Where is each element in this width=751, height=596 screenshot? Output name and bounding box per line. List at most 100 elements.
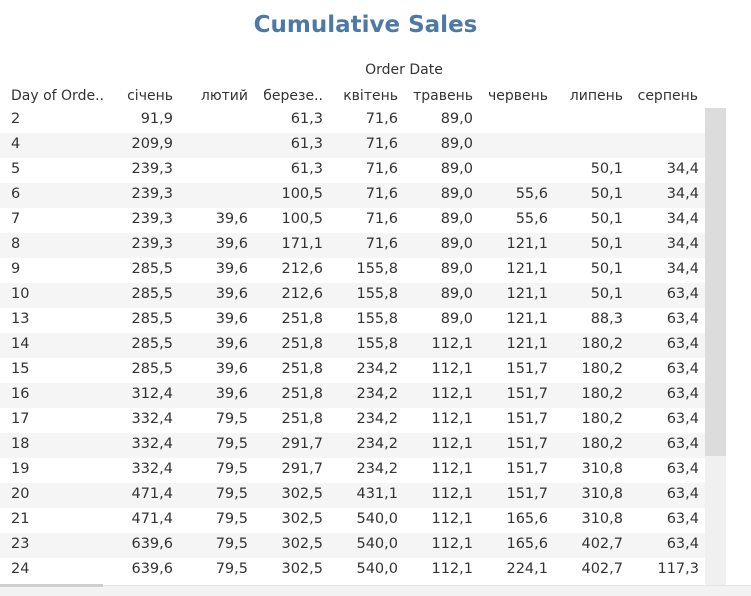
value-cell: 34,4 <box>666 261 699 277</box>
day-cell: 14 <box>11 336 30 352</box>
value-cell: 251,8 <box>281 311 323 327</box>
value-cell: 71,6 <box>365 236 398 252</box>
value-cell: 55,6 <box>515 211 548 227</box>
value-cell: 151,7 <box>506 486 548 502</box>
table-row: 21 471,4 79,5 302,5 540,0 112,1 165,6 310,8 63,4 <box>0 508 705 533</box>
column-header[interactable]: липень <box>569 88 623 104</box>
horizontal-scroll-indicator[interactable] <box>0 584 103 587</box>
table-row: 24 639,6 79,5 302,5 540,0 112,1 224,1 402,7 117,… <box>0 558 705 583</box>
table-row: 15 285,5 39,6 251,8 234,2 112,1 151,7 180,2 63,4 <box>0 358 705 383</box>
value-cell: 39,6 <box>215 336 248 352</box>
bottom-bar <box>0 585 751 596</box>
value-cell: 151,7 <box>506 461 548 477</box>
value-cell: 34,4 <box>666 236 699 252</box>
column-header[interactable]: березе.. <box>263 88 323 104</box>
value-cell: 71,6 <box>365 111 398 127</box>
value-cell: 471,4 <box>131 486 173 502</box>
value-cell: 180,2 <box>581 336 623 352</box>
value-cell: 239,3 <box>131 161 173 177</box>
value-cell: 117,3 <box>657 561 699 577</box>
day-cell: 10 <box>11 286 30 302</box>
value-cell: 332,4 <box>131 461 173 477</box>
value-cell: 234,2 <box>356 436 398 452</box>
value-cell: 180,2 <box>581 361 623 377</box>
value-cell: 89,0 <box>440 311 473 327</box>
value-cell: 112,1 <box>431 386 473 402</box>
value-cell: 121,1 <box>506 236 548 252</box>
value-cell: 91,9 <box>140 111 173 127</box>
scrollbar-thumb[interactable] <box>705 108 726 456</box>
column-header[interactable]: серпень <box>637 88 698 104</box>
value-cell: 112,1 <box>431 436 473 452</box>
value-cell: 639,6 <box>131 536 173 552</box>
table-row: 19 332,4 79,5 291,7 234,2 112,1 151,7 310,8 63,4 <box>0 458 705 483</box>
value-cell: 112,1 <box>431 486 473 502</box>
day-cell: 15 <box>11 361 30 377</box>
value-cell: 112,1 <box>431 461 473 477</box>
table-row: 6 239,3 100,5 71,6 89,0 55,6 50,1 34,4 <box>0 183 705 208</box>
value-cell: 61,3 <box>290 136 323 152</box>
value-cell: 63,4 <box>666 536 699 552</box>
day-cell: 6 <box>11 186 21 202</box>
value-cell: 155,8 <box>356 261 398 277</box>
value-cell: 89,0 <box>440 286 473 302</box>
value-cell: 239,3 <box>131 186 173 202</box>
value-cell: 61,3 <box>290 111 323 127</box>
column-header[interactable]: квітень <box>343 88 398 104</box>
value-cell: 39,6 <box>215 311 248 327</box>
table-row: 18 332,4 79,5 291,7 234,2 112,1 151,7 180,2 63,4 <box>0 433 705 458</box>
value-cell: 285,5 <box>131 336 173 352</box>
value-cell: 39,6 <box>215 211 248 227</box>
value-cell: 180,2 <box>581 411 623 427</box>
value-cell: 155,8 <box>356 336 398 352</box>
value-cell: 79,5 <box>215 511 248 527</box>
value-cell: 151,7 <box>506 436 548 452</box>
value-cell: 79,5 <box>215 536 248 552</box>
column-header[interactable]: червень <box>487 88 548 104</box>
value-cell: 39,6 <box>215 386 248 402</box>
value-cell: 100,5 <box>281 186 323 202</box>
day-cell: 19 <box>11 461 30 477</box>
value-cell: 302,5 <box>281 486 323 502</box>
value-cell: 50,1 <box>590 211 623 227</box>
table-row: 23 639,6 79,5 302,5 540,0 112,1 165,6 402,7 63,4 <box>0 533 705 558</box>
value-cell: 234,2 <box>356 461 398 477</box>
value-cell: 34,4 <box>666 161 699 177</box>
column-header[interactable]: січень <box>127 88 173 104</box>
column-header[interactable]: травень <box>413 88 473 104</box>
value-cell: 402,7 <box>581 536 623 552</box>
value-cell: 251,8 <box>281 411 323 427</box>
value-cell: 34,4 <box>666 186 699 202</box>
value-cell: 63,4 <box>666 311 699 327</box>
value-cell: 112,1 <box>431 411 473 427</box>
value-cell: 79,5 <box>215 561 248 577</box>
value-cell: 639,6 <box>131 561 173 577</box>
value-cell: 212,6 <box>281 286 323 302</box>
value-cell: 155,8 <box>356 311 398 327</box>
value-cell: 285,5 <box>131 261 173 277</box>
value-cell: 151,7 <box>506 411 548 427</box>
value-cell: 540,0 <box>356 561 398 577</box>
value-cell: 165,6 <box>506 536 548 552</box>
day-cell: 17 <box>11 411 30 427</box>
day-cell: 18 <box>11 436 30 452</box>
value-cell: 61,3 <box>290 161 323 177</box>
value-cell: 285,5 <box>131 311 173 327</box>
chart-title: Cumulative Sales <box>253 12 478 38</box>
table-row: 2 91,9 61,3 71,6 89,0 <box>0 108 705 133</box>
value-cell: 63,4 <box>666 336 699 352</box>
value-cell: 71,6 <box>365 186 398 202</box>
day-cell: 24 <box>11 561 30 577</box>
value-cell: 63,4 <box>666 411 699 427</box>
row-header-label[interactable]: Day of Orde.. <box>11 88 104 104</box>
table-row: 7 239,3 39,6 100,5 71,6 89,0 55,6 50,1 34,4 <box>0 208 705 233</box>
table-row: 5 239,3 61,3 71,6 89,0 50,1 34,4 <box>0 158 705 183</box>
vertical-scrollbar[interactable] <box>705 108 726 585</box>
value-cell: 112,1 <box>431 511 473 527</box>
day-cell: 2 <box>11 111 21 127</box>
value-cell: 251,8 <box>281 386 323 402</box>
day-cell: 16 <box>11 386 30 402</box>
column-header[interactable]: лютий <box>200 88 248 104</box>
value-cell: 310,8 <box>581 511 623 527</box>
day-cell: 21 <box>11 511 30 527</box>
